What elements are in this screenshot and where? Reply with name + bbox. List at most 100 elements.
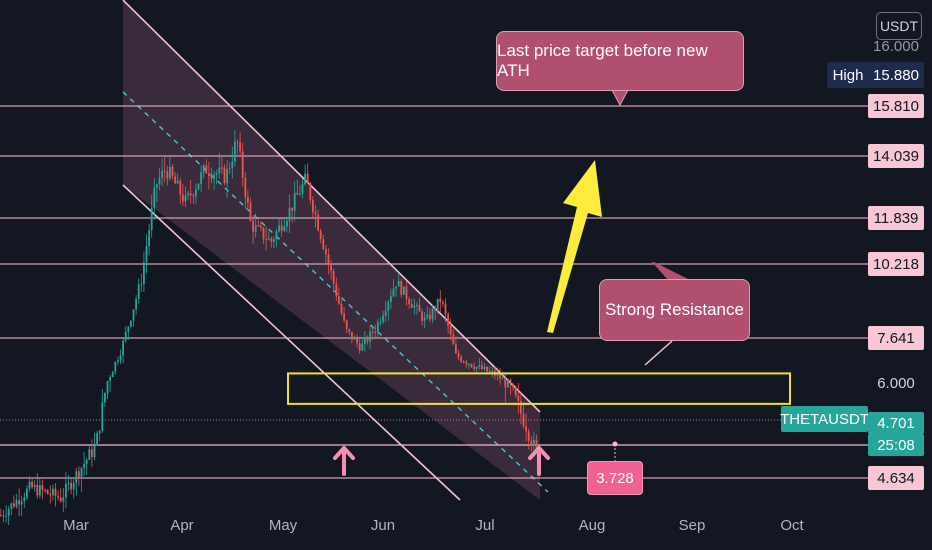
overlays — [287, 89, 791, 476]
candle-body — [187, 193, 189, 196]
candle-body — [91, 449, 93, 457]
candle-body — [127, 326, 130, 332]
axis-tick-label: 6.000 — [877, 374, 915, 392]
candle-body — [119, 355, 122, 361]
candle-body — [257, 225, 260, 227]
candle-body — [85, 459, 88, 464]
candle-body — [395, 286, 397, 289]
candle-body — [291, 207, 293, 211]
candle-body — [455, 344, 457, 354]
candle-body — [158, 178, 161, 185]
support-bounce-arrow — [333, 446, 355, 476]
ath-target-callout: Last price target before new ATH — [496, 31, 744, 91]
descending-channel — [122, 0, 549, 501]
candle-body — [460, 357, 462, 362]
candle-body — [88, 449, 91, 460]
candle-body — [231, 161, 234, 169]
candle-body — [104, 393, 106, 403]
candle-body — [234, 141, 236, 162]
candle-body — [400, 280, 403, 295]
candle-body — [371, 331, 374, 333]
support-bounce-arrow — [528, 446, 550, 476]
candle-body — [366, 337, 369, 342]
candle-body — [59, 497, 62, 502]
channel-lower-line — [122, 184, 461, 501]
x-axis-label-apr: Apr — [170, 517, 193, 534]
candle-body — [533, 439, 535, 446]
candle-body — [236, 141, 239, 143]
candle-body — [78, 471, 80, 479]
candle-body — [296, 192, 299, 195]
candle-body — [286, 220, 288, 227]
candle-body — [325, 248, 327, 255]
level-price-tag: 15.810 — [868, 94, 924, 118]
candle-body — [483, 366, 486, 370]
candle-body — [98, 430, 101, 434]
candle-body — [408, 299, 410, 304]
candle-body — [80, 467, 83, 479]
candle-body — [423, 317, 426, 321]
candle-body — [205, 165, 208, 174]
candle-body — [481, 365, 483, 370]
candle-body — [221, 167, 223, 169]
candle-body — [36, 484, 39, 496]
x-axis-label-oct: Oct — [780, 517, 804, 534]
candle-body — [54, 488, 57, 496]
candle-body — [377, 322, 379, 332]
candle-body — [117, 360, 119, 362]
candle-body — [247, 197, 249, 203]
candle-body — [335, 283, 338, 297]
candle-body — [410, 303, 413, 308]
candle-body — [439, 298, 442, 303]
x-axis-label-mar: Mar — [63, 517, 89, 534]
candle-body — [434, 308, 436, 311]
candle-body — [486, 366, 488, 372]
candle-body — [114, 361, 117, 372]
candle-body — [228, 168, 231, 170]
candle-body — [345, 320, 348, 330]
currency-unit-label[interactable]: USDT — [876, 12, 922, 40]
candle-body — [416, 304, 418, 306]
candle-body — [200, 172, 202, 184]
candle-body — [101, 402, 104, 431]
candle-body — [218, 167, 221, 174]
candle-body — [270, 238, 273, 242]
candle-body — [322, 239, 325, 249]
x-axis-label-jul: Jul — [475, 517, 494, 534]
x-axis-label-sep: Sep — [679, 517, 706, 534]
candle-body — [249, 202, 252, 221]
candle-body — [254, 225, 257, 232]
candle-body — [28, 481, 31, 489]
candle-body — [426, 314, 429, 318]
resistance-zone — [287, 372, 791, 405]
candle-body — [431, 308, 434, 320]
candle-body — [150, 207, 153, 231]
candle-body — [299, 194, 301, 196]
candle-body — [93, 445, 96, 457]
candle-body — [275, 231, 278, 240]
candle-body — [374, 331, 377, 333]
candle-body — [176, 180, 179, 184]
candle-body — [340, 303, 343, 314]
candle-body — [202, 165, 205, 173]
candle-body — [452, 334, 455, 345]
candle-body — [223, 167, 226, 184]
candle-body — [358, 343, 361, 351]
candle-body — [527, 431, 530, 441]
high-price-tag: 15.880 — [868, 62, 924, 88]
candle-body — [530, 440, 533, 446]
candle-body — [504, 378, 507, 388]
candle-body — [52, 488, 54, 496]
candle-body — [7, 509, 10, 516]
candle-body — [241, 151, 244, 179]
candle-body — [338, 296, 340, 304]
candle-body — [65, 483, 67, 498]
candle-body — [208, 173, 210, 177]
candle-body — [18, 499, 20, 505]
current-price-tag: 4.701 — [868, 412, 924, 434]
candle-body — [41, 485, 44, 490]
candle-body — [496, 373, 499, 376]
candle-body — [473, 366, 475, 369]
target-arrow — [547, 160, 602, 333]
